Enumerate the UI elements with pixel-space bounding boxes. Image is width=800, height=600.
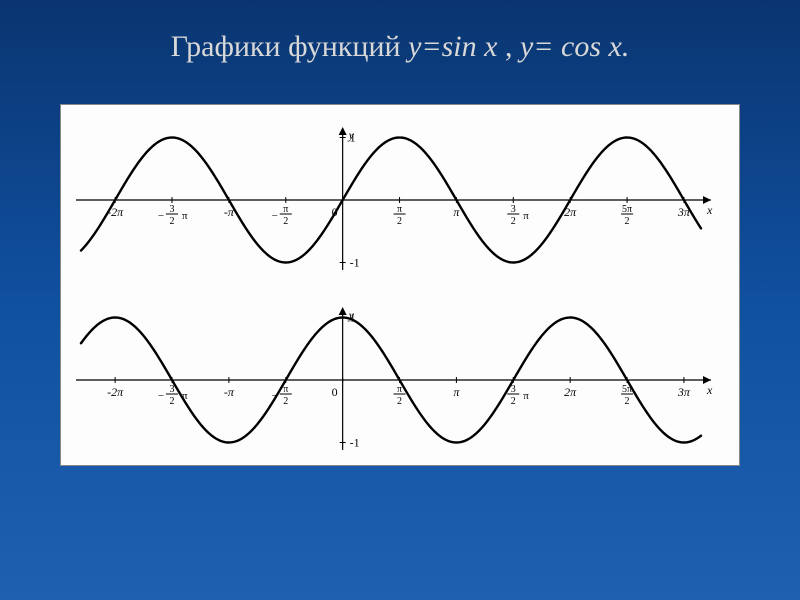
svg-text:2: 2	[397, 396, 402, 407]
svg-text:π: π	[523, 390, 529, 402]
svg-text:-2π: -2π	[107, 385, 124, 399]
svg-text:3: 3	[170, 384, 175, 395]
svg-text:-π: -π	[224, 385, 235, 399]
title-sep: ,	[497, 30, 520, 63]
svg-text:3: 3	[170, 204, 175, 215]
svg-text:−: −	[272, 210, 278, 222]
svg-text:π: π	[283, 204, 288, 215]
svg-text:−: −	[158, 210, 164, 222]
svg-text:2: 2	[625, 216, 630, 227]
svg-text:1: 1	[350, 311, 356, 325]
svg-text:−: −	[158, 390, 164, 402]
svg-text:2: 2	[283, 396, 288, 407]
svg-text:π: π	[523, 210, 529, 222]
svg-text:2: 2	[511, 216, 516, 227]
cos-plot: xy1-1-2π32−π-ππ2−0π2π32π2π5π23π	[61, 305, 739, 455]
svg-text:-1: -1	[350, 436, 360, 450]
svg-text:3: 3	[511, 384, 516, 395]
svg-text:3π: 3π	[677, 385, 691, 399]
svg-text:2: 2	[511, 396, 516, 407]
svg-text:π: π	[182, 210, 188, 222]
title-eq1: y=sin x	[408, 30, 497, 63]
svg-text:5π: 5π	[622, 204, 632, 215]
svg-text:3: 3	[511, 204, 516, 215]
chart-panel: xy1-1-2π32−π-ππ2−0π2π32π2π5π23π xy1-1-2π…	[60, 104, 740, 466]
svg-text:π: π	[283, 384, 288, 395]
svg-text:2: 2	[397, 216, 402, 227]
svg-text:0: 0	[332, 385, 338, 399]
svg-text:2: 2	[625, 396, 630, 407]
svg-text:2π: 2π	[564, 385, 577, 399]
title-eq2: y= cos x.	[520, 30, 629, 63]
slide: Графики функций y=sin x , y= cos x. xy1-…	[0, 0, 800, 600]
svg-text:2: 2	[170, 216, 175, 227]
svg-text:π: π	[397, 384, 402, 395]
svg-text:2: 2	[170, 396, 175, 407]
svg-text:2: 2	[283, 216, 288, 227]
sin-svg: xy1-1-2π32−π-ππ2−0π2π32π2π5π23π	[61, 125, 721, 275]
svg-text:x: x	[706, 383, 713, 397]
slide-title: Графики функций y=sin x , y= cos x.	[0, 0, 800, 84]
sin-plot: xy1-1-2π32−π-ππ2−0π2π32π2π5π23π	[61, 125, 739, 275]
svg-text:-1: -1	[350, 256, 360, 270]
title-prefix: Графики функций	[171, 30, 408, 63]
svg-text:x: x	[706, 203, 713, 217]
svg-text:π: π	[397, 204, 402, 215]
cos-svg: xy1-1-2π32−π-ππ2−0π2π32π2π5π23π	[61, 305, 721, 455]
svg-text:π: π	[453, 385, 460, 399]
svg-text:1: 1	[350, 131, 356, 145]
